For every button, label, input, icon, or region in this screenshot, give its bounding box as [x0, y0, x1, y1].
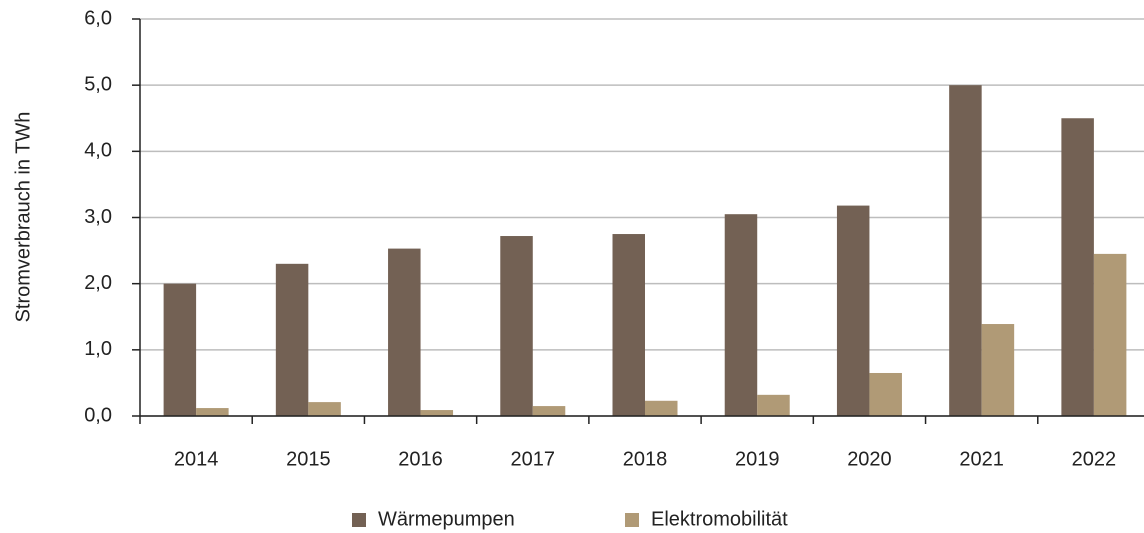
y-tick-label: 0,0 — [84, 404, 112, 426]
bar — [1093, 253, 1127, 416]
bar — [420, 410, 454, 416]
x-tick-label: 2017 — [511, 448, 556, 470]
bar — [532, 406, 566, 416]
bar — [1061, 118, 1094, 416]
x-tick-label: 2022 — [1072, 448, 1117, 470]
y-tick-label: 1,0 — [84, 338, 112, 360]
bar — [949, 85, 982, 417]
legend-label: Wärmepumpen — [378, 508, 515, 530]
bar — [757, 394, 790, 416]
y-axis-label: Stromverbrauch in TWh — [12, 112, 34, 323]
x-tick-label: 2015 — [286, 448, 331, 470]
bar — [500, 236, 533, 416]
x-tick-label: 2019 — [735, 448, 780, 470]
bar — [308, 402, 341, 416]
bar — [612, 234, 645, 416]
bar — [196, 408, 229, 416]
bar — [724, 214, 758, 416]
bar — [275, 263, 309, 416]
x-tick-label: 2021 — [959, 448, 1004, 470]
y-tick-label: 4,0 — [84, 140, 112, 162]
bar — [388, 248, 421, 416]
x-tick-label: 2016 — [398, 448, 443, 470]
legend-label: Elektromobilität — [651, 508, 788, 530]
y-tick-label: 2,0 — [84, 272, 112, 294]
x-tick-label: 2020 — [847, 448, 892, 470]
x-tick-label: 2014 — [174, 448, 219, 470]
y-tick-label: 5,0 — [84, 73, 112, 95]
x-tick-label: 2018 — [623, 448, 668, 470]
bar — [836, 205, 870, 416]
y-tick-label: 3,0 — [84, 206, 112, 228]
bar — [981, 324, 1015, 416]
bar — [645, 400, 678, 416]
bar — [869, 372, 902, 416]
legend-swatch — [625, 513, 639, 527]
y-tick-label: 6,0 — [84, 7, 112, 29]
bar — [163, 283, 197, 416]
legend-swatch — [352, 513, 366, 527]
